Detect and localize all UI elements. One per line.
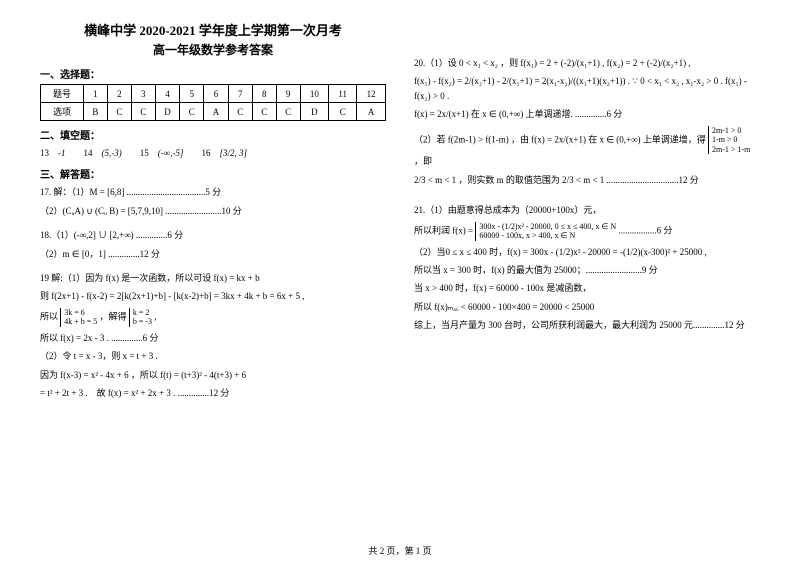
r20-3: f(x) = 2x/(x+1) 在 x ∈ (0,+∞) 上单调递增. ....… [414,107,760,121]
l19-1: 19 解:（1）因为 f(x) 是一次函数，所以可设 f(x) = kx + b [40,271,386,285]
r20-5: 2/3 < m < 1 ，则实数 m 的取值范围为 2/3 < m < 1 ..… [414,173,760,187]
l19-2: 则 f(2x+1) - f(x-2) = 2[k(2x+1)+b] - [k(x… [40,289,386,303]
cell: 9 [276,85,300,103]
cell: 4 [155,85,180,103]
l19-3d: ，解得 [100,311,127,321]
doc-title: 横峰中学 2020-2021 学年度上学期第一次月考 [40,20,386,39]
section-solve-heading: 三、解答题： [40,166,386,181]
l19-5: （2）令 t = x - 3，则 x = t + 3 . [40,349,386,363]
r20-2: f(x₁) - f(x₂) = 2/(x₂+1) - 2/(x₁+1) = 2(… [414,74,760,103]
l17-1: 17. 解：（1）M = [6,8] .....................… [40,185,386,199]
page-footer: 共 2 页，第 1 页 [0,544,800,557]
cell: 3 [131,85,155,103]
eq4: b = -3 [133,317,152,326]
right-column: 20.（1）设 0 < x₁ < x₂ ，则 f(x₁) = 2 + (-2)/… [414,20,760,404]
l19-3: 所以 3k = 6 4k + b = 5 ，解得 k = 2 b = -3 , [40,308,386,327]
row-label: 选项 [41,103,84,121]
cell: C [107,103,131,121]
cell: B [83,103,107,121]
r20-4: （2）若 f(2m-1) > f(1-m) ，由 f(x) = 2x/(x+1)… [414,126,760,169]
r21-5: 当 x > 400 时，f(x) = 60000 - 100x 是减函数， [414,281,760,295]
brace-system-3: 2m-1 > 0 1-m > 0 2m-1 > 1-m [708,126,750,155]
r20-4e: ，即 [414,156,432,166]
cell: 7 [228,85,252,103]
q15-val: (-∞,-5] [158,148,184,158]
cell: A [357,103,386,121]
cell: A [204,103,229,121]
table-row: 选项 B C C D C A C C C D C A [41,103,386,121]
r20-4a: （2）若 f(2m-1) > f(1-m) ，由 f(x) = 2x/(x+1)… [414,134,706,144]
l19-6: 因为 f(x-3) = x² - 4x + 6 ，所以 f(t) = (t+3)… [40,368,386,382]
ineq2: 1-m > 0 [712,135,737,144]
q16-val: [3/2, 3] [219,148,247,158]
brace-piecewise: 300x - (1/2)x² - 20000, 0 ≤ x ≤ 400, x ∈… [475,222,616,241]
q14-num: 14 [84,148,93,158]
r21-2a: 所以利润 f(x) = [414,225,473,235]
cell: 8 [252,85,276,103]
r20-1: 20.（1）设 0 < x₁ < x₂ ，则 f(x₁) = 2 + (-2)/… [414,56,760,70]
r21-4: 所以当 x = 300 时，f(x) 的最大值为 25000；.........… [414,263,760,277]
eq2: 4k + b = 5 [64,317,97,326]
r21-6: 所以 f(x)ₘₐₓ < 60000 - 100×400 = 20000 < 2… [414,300,760,314]
cell: C [131,103,155,121]
piece2: 60000 - 100x, x > 400, x ∈ N [479,231,575,240]
row-label: 题号 [41,85,84,103]
r21-7: 综上，当月产量为 300 台时，公司所获利润最大，最大利润为 25000 元..… [414,318,760,332]
q16-num: 16 [201,148,210,158]
fill-row: 13 -1 14 (5,-3) 15 (-∞,-5] 16 [3/2, 3] [40,146,386,160]
section-choice-heading: 一、选择题： [40,66,386,81]
cell: 12 [357,85,386,103]
q14-val: (5,-3) [102,148,122,158]
page-columns: 横峰中学 2020-2021 学年度上学期第一次月考 高一年级数学参考答案 一、… [40,20,760,404]
piece1: 300x - (1/2)x² - 20000, 0 ≤ x ≤ 400, x ∈… [479,222,616,231]
r21-1: 21.（1）由题意得总成本为（20000+100x）元， [414,203,760,217]
doc-subtitle: 高一年级数学参考答案 [40,41,386,58]
l18-2: （2）m ∈ [0，1] ..............12 分 [40,247,386,261]
l19-4: 所以 f(x) = 2x - 3 . ..............6 分 [40,331,386,345]
cell: C [276,103,300,121]
l17-2: （2）(CᵤA) ∪ (Cᵤ B) = [5,7,9,10] .........… [40,204,386,218]
cell: D [300,103,329,121]
r21-2d: .................6 分 [618,225,672,235]
brace-system-2: k = 2 b = -3 [129,308,152,327]
q13-num: 13 [40,148,49,158]
l19-3a: 所以 [40,311,58,321]
section-fill-heading: 二、填空题： [40,127,386,142]
cell: C [180,103,204,121]
brace-system-1: 3k = 6 4k + b = 5 [60,308,97,327]
cell: 2 [107,85,131,103]
cell: 5 [180,85,204,103]
cell: C [228,103,252,121]
q15-num: 15 [140,148,149,158]
r21-3: （2）当0 ≤ x ≤ 400 时，f(x) = 300x - (1/2)x² … [414,245,760,259]
eq3: k = 2 [133,308,150,317]
l19-3g: , [154,311,156,321]
cell: C [329,103,357,121]
eq1: 3k = 6 [64,308,85,317]
table-row: 题号 1 2 3 4 5 6 7 8 9 10 11 12 [41,85,386,103]
left-column: 横峰中学 2020-2021 学年度上学期第一次月考 高一年级数学参考答案 一、… [40,20,386,404]
q13-val: -1 [58,148,66,158]
cell: 11 [329,85,357,103]
cell: 1 [83,85,107,103]
r21-2: 所以利润 f(x) = 300x - (1/2)x² - 20000, 0 ≤ … [414,222,760,241]
choice-table: 题号 1 2 3 4 5 6 7 8 9 10 11 12 选项 B C C D… [40,84,386,121]
cell: C [252,103,276,121]
cell: D [155,103,180,121]
l18-1: 18.（1）(-∞,2] ∪ [2,+∞) ..............6 分 [40,228,386,242]
cell: 6 [204,85,229,103]
ineq3: 2m-1 > 1-m [712,145,750,154]
l19-7: = t² + 2t + 3 . 故 f(x) = x² + 2x + 3 . .… [40,386,386,400]
ineq1: 2m-1 > 0 [712,126,741,135]
cell: 10 [300,85,329,103]
